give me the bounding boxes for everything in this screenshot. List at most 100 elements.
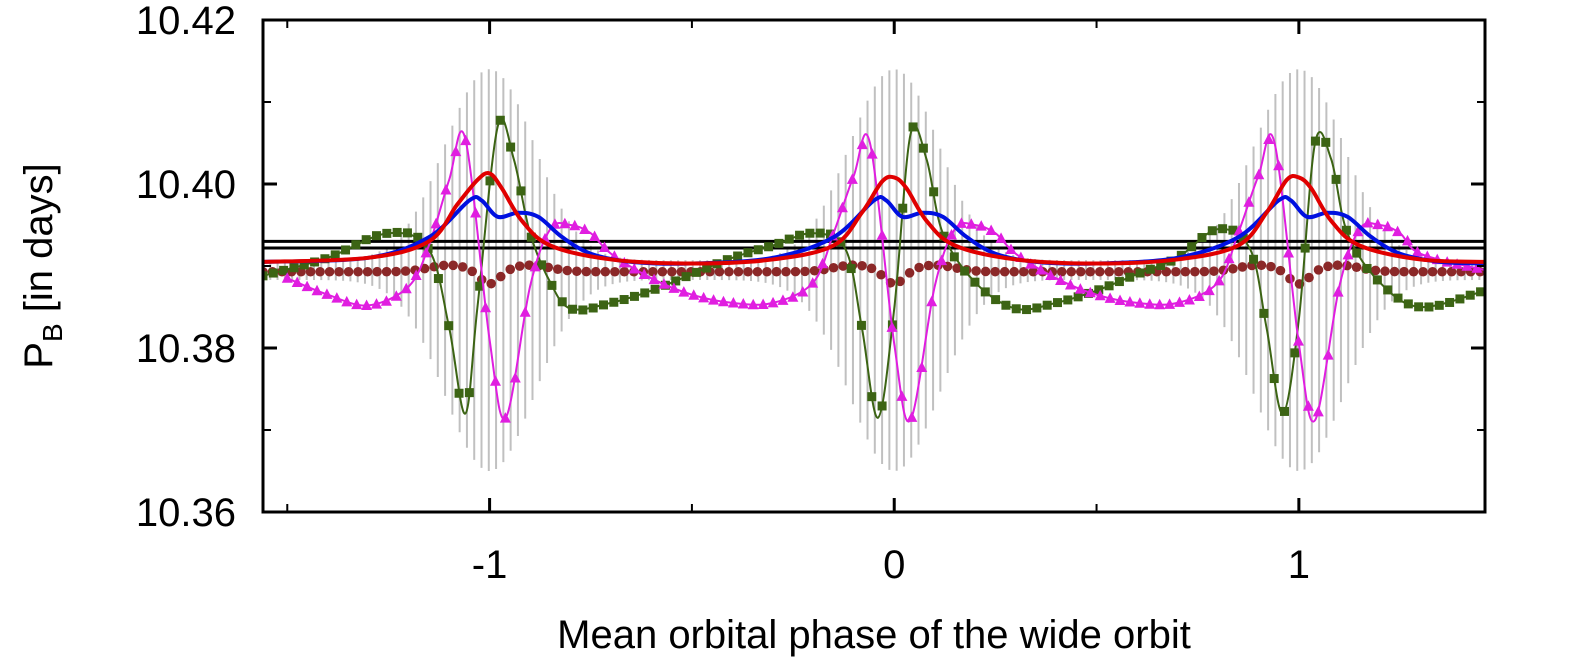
magenta-triangles-point — [1392, 225, 1404, 237]
magenta-triangles-point — [1223, 252, 1235, 264]
green-squares-point — [1310, 136, 1320, 146]
green-squares-point — [547, 280, 557, 290]
magenta-triangles-point — [390, 290, 402, 301]
green-squares-point — [1135, 268, 1145, 278]
brown-circle-point — [904, 268, 915, 278]
green-squares-point — [1063, 295, 1073, 305]
brown-circle-point — [581, 266, 592, 277]
brown-circle-point — [334, 266, 344, 277]
green-squares-point — [1393, 293, 1403, 303]
magenta-triangles-point — [817, 257, 829, 269]
green-squares-point — [557, 297, 567, 307]
brown-circle-point — [362, 266, 373, 277]
brown-circle-point — [809, 265, 820, 276]
brown-circle-point — [743, 266, 753, 277]
magenta-triangles-point — [1461, 260, 1473, 271]
brown-circle-point — [914, 262, 924, 273]
brown-circle-point — [1171, 266, 1181, 277]
brown-circle-point — [1085, 266, 1096, 277]
green-squares-point — [867, 392, 877, 402]
green-squares-point — [846, 264, 856, 274]
y-axis-label: PB [in days] — [17, 163, 68, 368]
green-squares-point — [1383, 285, 1393, 295]
magenta-triangles-point — [628, 262, 640, 274]
green-squares-point — [1156, 260, 1166, 270]
x-tick-label: -1 — [472, 543, 508, 587]
brown-circle-point — [591, 266, 601, 277]
green-squares-point — [702, 263, 712, 273]
green-squares-point — [402, 228, 412, 238]
brown-circle-point — [457, 262, 468, 272]
brown-circle-point — [1304, 272, 1314, 283]
magenta-triangles-point — [489, 375, 501, 386]
magenta-triangles-point — [1273, 159, 1285, 171]
magenta-triangles-point — [1372, 218, 1384, 230]
magenta-triangles-point — [1045, 269, 1057, 280]
magenta-triangles-point — [311, 284, 323, 296]
green-squares-point — [1269, 374, 1279, 384]
magenta-triangles-point — [1084, 286, 1096, 298]
brown-circle-point — [1446, 266, 1457, 277]
brown-circle-point — [733, 266, 744, 277]
magenta-triangles-point — [569, 219, 581, 231]
magenta-triangles-point — [499, 412, 511, 423]
magenta-triangles-point — [1124, 296, 1136, 307]
brown-circle-point — [1237, 262, 1248, 272]
magenta-triangles-point — [291, 276, 303, 287]
green-squares-point — [1362, 263, 1372, 273]
magenta-triangles-point — [331, 292, 343, 303]
brown-circle-point — [648, 266, 658, 277]
y-tick-label: 10.42 — [136, 0, 236, 43]
green-squares-point — [929, 187, 939, 197]
magenta-triangles-point — [1253, 168, 1265, 180]
green-squares-point — [733, 251, 743, 261]
magenta-triangles-point — [1005, 243, 1017, 254]
brown-circle-point — [857, 260, 867, 271]
brown-circle-point — [1228, 263, 1238, 274]
magenta-triangles-point — [926, 295, 938, 307]
green-squares-point — [877, 401, 887, 411]
brown-circle-point — [1313, 265, 1324, 275]
magenta-triangles-point — [509, 372, 521, 383]
magenta-triangles-point — [1283, 246, 1295, 258]
brown-circle-point — [315, 266, 325, 277]
brown-circle-point — [1256, 260, 1267, 271]
magenta-triangles-point — [936, 254, 948, 266]
green-squares-point — [341, 245, 351, 255]
y-tick-label: 10.40 — [136, 163, 236, 207]
magenta-triangles-point — [1292, 335, 1304, 346]
brown-circle-point — [1418, 266, 1428, 277]
green-squares-point — [279, 265, 289, 275]
green-squares-point — [413, 232, 423, 242]
brown-circle-point — [1190, 266, 1200, 277]
magenta-triangles-point — [777, 294, 789, 305]
brown-circle-point — [1075, 266, 1086, 277]
green-squares-point — [908, 122, 918, 132]
green-squares-point — [691, 267, 701, 277]
magenta-triangles-point — [797, 285, 809, 297]
magenta-triangles-point — [1144, 298, 1156, 309]
brown-circle-point — [800, 266, 810, 277]
green-squares-point — [588, 303, 598, 313]
green-squares-point — [263, 271, 268, 281]
green-squares-point — [1424, 302, 1434, 312]
magenta-triangles-point — [668, 282, 680, 293]
brown-circle-point — [619, 266, 630, 277]
magenta-triangles-point — [1154, 298, 1166, 310]
blue-line-line — [263, 194, 1485, 266]
x-axis-label: Mean orbital phase of the wide orbit — [557, 613, 1191, 657]
green-squares-point — [805, 228, 815, 238]
magenta-triangles-point — [1074, 283, 1086, 294]
green-squares-point — [1218, 224, 1228, 234]
green-squares-point — [619, 295, 629, 305]
brown-circle-point — [1323, 261, 1333, 272]
magenta-triangles-point — [1193, 290, 1205, 301]
green-squares-point — [268, 268, 278, 278]
magenta-triangles-point — [985, 224, 997, 235]
green-squares-point — [1094, 285, 1104, 295]
magenta-triangles-point — [460, 134, 472, 146]
green-squares-point — [568, 304, 578, 314]
brown-circle-point — [438, 260, 449, 271]
brown-circle-point — [1104, 266, 1115, 277]
axis-ticks — [263, 18, 1485, 514]
